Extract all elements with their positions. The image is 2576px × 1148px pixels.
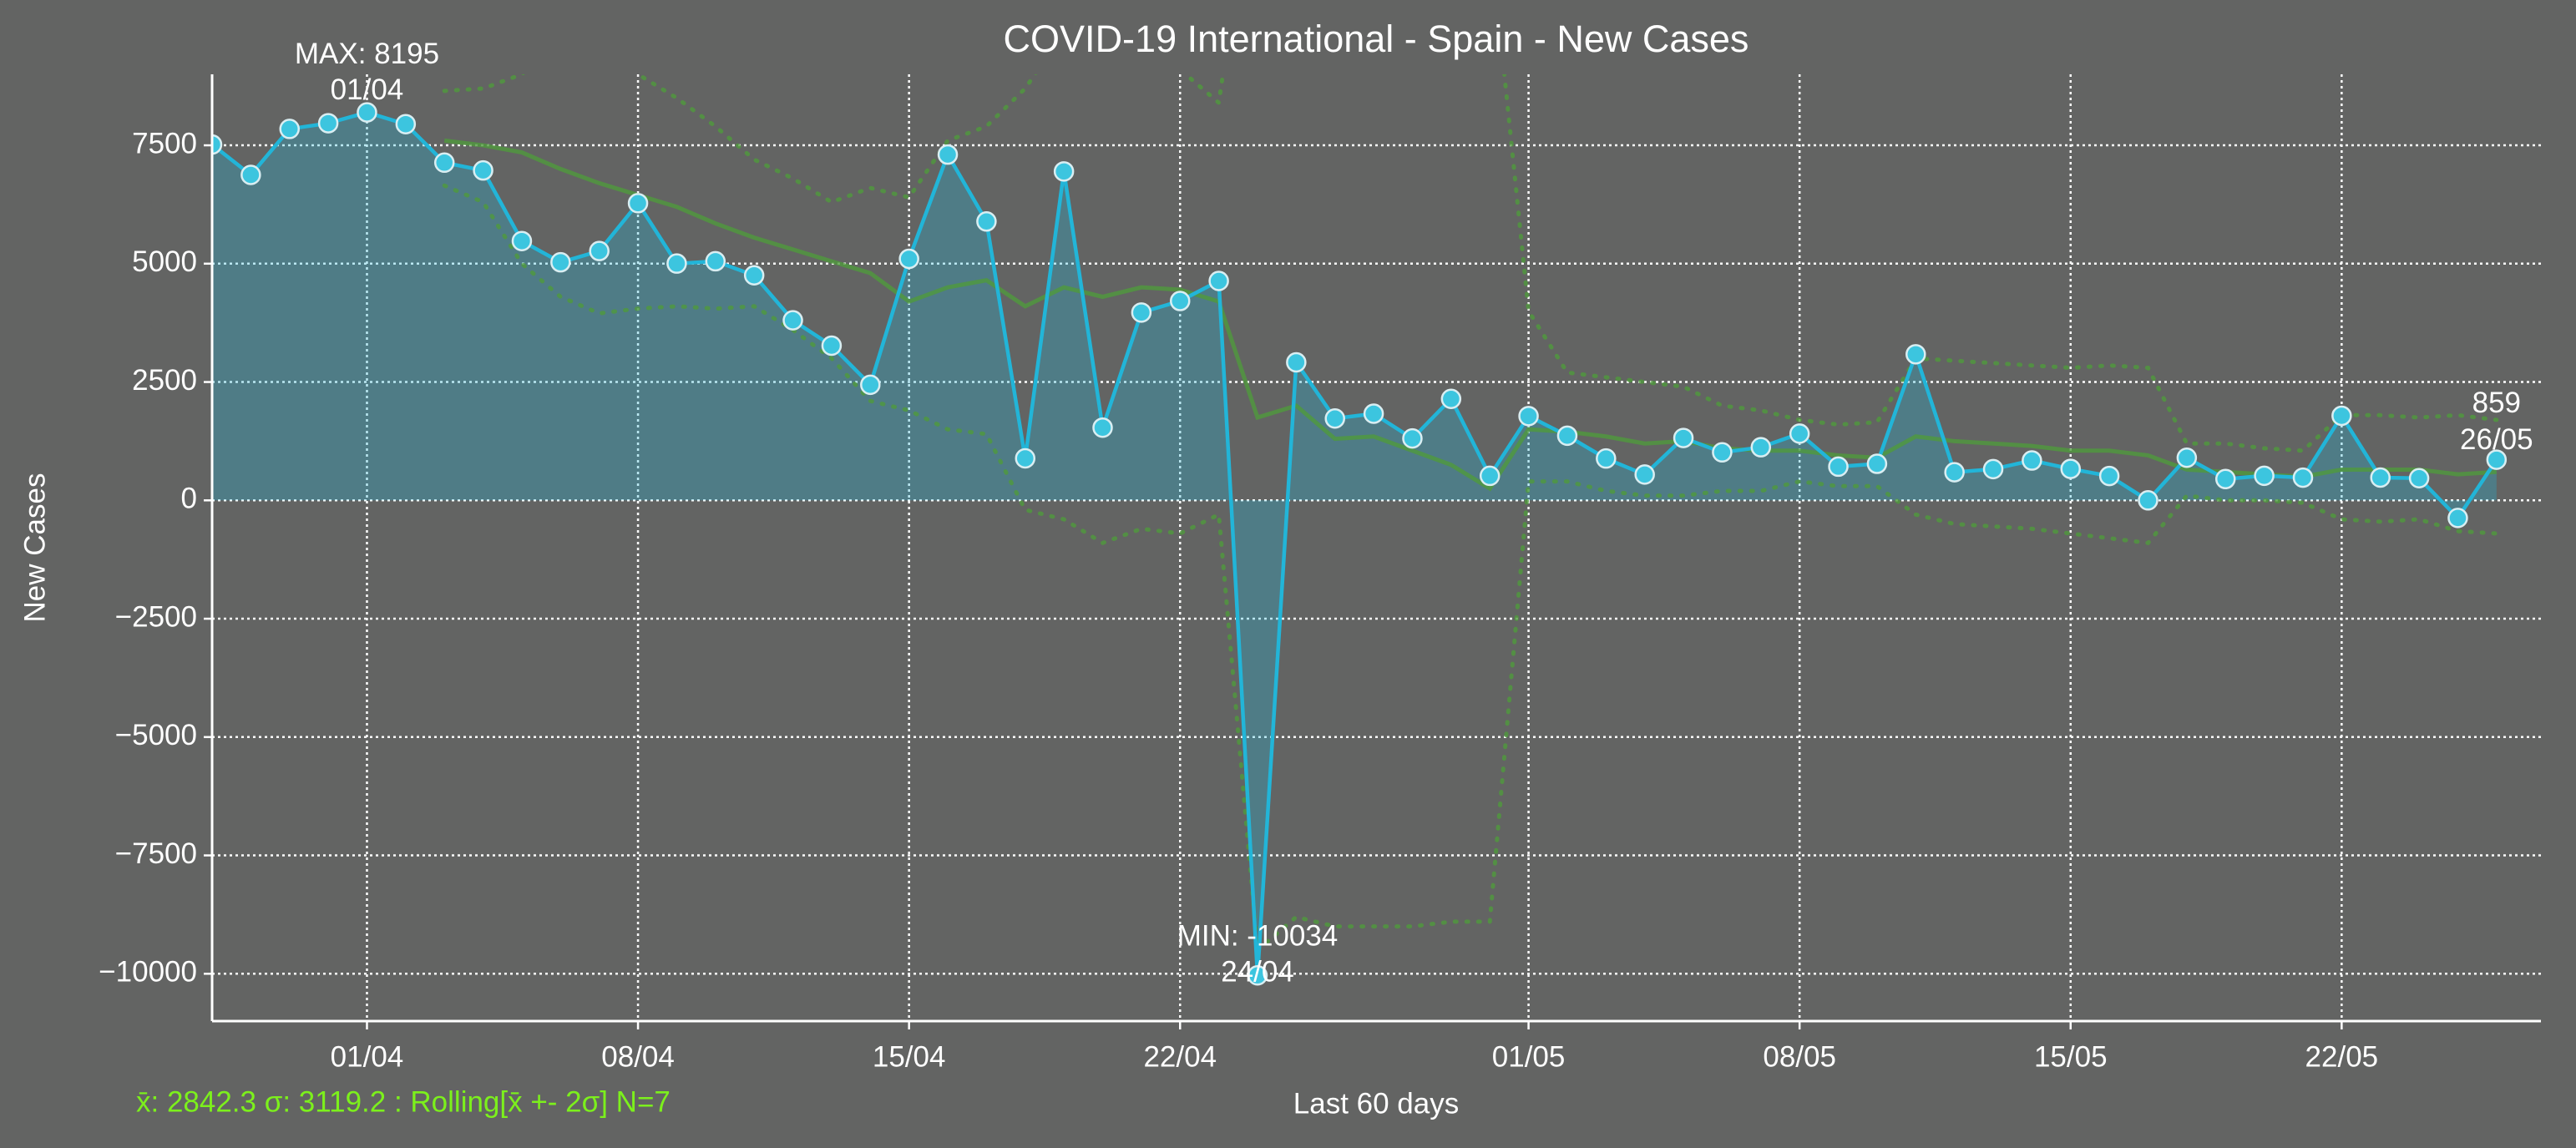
data-point: [2022, 450, 2042, 471]
data-point: [1828, 456, 1849, 478]
data-point: [357, 102, 377, 123]
data-point: [1402, 427, 1423, 449]
data-point: [937, 144, 959, 165]
annotation: 26/05: [2460, 423, 2533, 456]
data-point: [1982, 458, 2004, 480]
data-point: [743, 265, 765, 286]
data-point: [1556, 425, 1578, 447]
data-point: [2138, 490, 2158, 511]
data-point: [2098, 465, 2120, 487]
data-point: [1712, 442, 1733, 463]
data-point: [860, 374, 881, 396]
data-point: [898, 248, 919, 270]
data-point: [1015, 448, 1036, 469]
data-point: [1518, 406, 1539, 427]
y-tick-label: 0: [181, 483, 197, 515]
data-point: [1053, 161, 1075, 182]
data-point: [1750, 437, 1772, 458]
area-fill: [212, 112, 2497, 976]
annotation: MAX: 8195: [295, 38, 439, 70]
data-point: [1673, 427, 1694, 448]
y-tick-label: 5000: [132, 245, 197, 278]
annotation: 24/04: [1221, 955, 1294, 988]
data-point: [666, 253, 687, 274]
data-point: [473, 159, 493, 181]
data-point: [1170, 291, 1191, 311]
data-point: [1596, 448, 1617, 469]
data-point: [212, 134, 223, 155]
data-point: [589, 240, 610, 261]
data-point: [1440, 388, 1462, 409]
data-point: [395, 114, 417, 134]
data-point: [976, 211, 997, 232]
plot-area: [212, 74, 2508, 986]
data-point: [1092, 417, 1113, 438]
y-tick-label: 2500: [132, 364, 197, 397]
data-point: [279, 119, 300, 139]
data-point: [550, 251, 571, 273]
data-point: [2176, 448, 2198, 468]
data-point: [1905, 344, 1926, 365]
x-tick-label: 15/04: [873, 1040, 946, 1073]
rolling-mean-line: [443, 138, 2497, 492]
x-tick-label: 22/05: [2305, 1040, 2379, 1073]
data-point: [2292, 467, 2314, 488]
data-point: [2060, 458, 2082, 479]
chart-title: COVID-19 International - Spain - New Cas…: [1004, 18, 1749, 60]
data-point: [1131, 302, 1152, 323]
data-point: [705, 250, 726, 272]
data-point: [2447, 508, 2468, 528]
data-point: [2370, 467, 2391, 488]
data-point: [1866, 453, 1888, 474]
data-point: [1247, 964, 1268, 986]
data-point: [821, 335, 843, 357]
data-point: [1944, 462, 1965, 483]
annotation: 859: [2472, 387, 2521, 419]
annotation: 01/04: [331, 73, 404, 106]
y-axis-label: New Cases: [18, 473, 51, 623]
data-point: [2214, 468, 2236, 490]
rolling-upper-line: [442, 74, 2499, 453]
x-tick-label: 01/04: [331, 1040, 404, 1073]
y-tick-label: −2500: [115, 600, 197, 633]
y-tick-label: 7500: [132, 127, 197, 159]
data-point: [1286, 351, 1307, 373]
y-tick-label: −5000: [115, 719, 197, 751]
data-point: [1324, 408, 1345, 429]
data-point: [2408, 468, 2430, 489]
data-point: [627, 193, 649, 214]
annotation: MIN: -10034: [1177, 919, 1339, 952]
data-point: [2331, 405, 2352, 427]
data-point: [2486, 449, 2508, 470]
data-point: [782, 310, 803, 331]
data-point: [1634, 464, 1655, 485]
x-tick-label: 22/04: [1143, 1040, 1217, 1073]
y-tick-label: −10000: [99, 956, 197, 989]
data-line: [212, 110, 2498, 976]
y-tick-label: −7500: [115, 837, 197, 870]
data-point: [1363, 403, 1384, 424]
data-point: [1208, 271, 1229, 291]
data-point: [511, 230, 533, 251]
data-point: [1789, 423, 1810, 444]
data-point: [2254, 465, 2275, 487]
x-tick-label: 08/05: [1763, 1040, 1836, 1073]
x-axis-label: Last 60 days: [1293, 1087, 1459, 1120]
data-point: [240, 164, 261, 185]
data-point: [317, 113, 339, 134]
x-tick-label: 15/05: [2034, 1040, 2108, 1073]
data-point: [1479, 465, 1501, 487]
x-tick-label: 01/05: [1492, 1040, 1566, 1073]
footnote: x̄: 2842.3 σ: 3119.2 : Rolling[x̄ +- 2σ]…: [136, 1085, 671, 1118]
data-point: [433, 152, 455, 174]
x-tick-label: 08/04: [601, 1040, 675, 1073]
